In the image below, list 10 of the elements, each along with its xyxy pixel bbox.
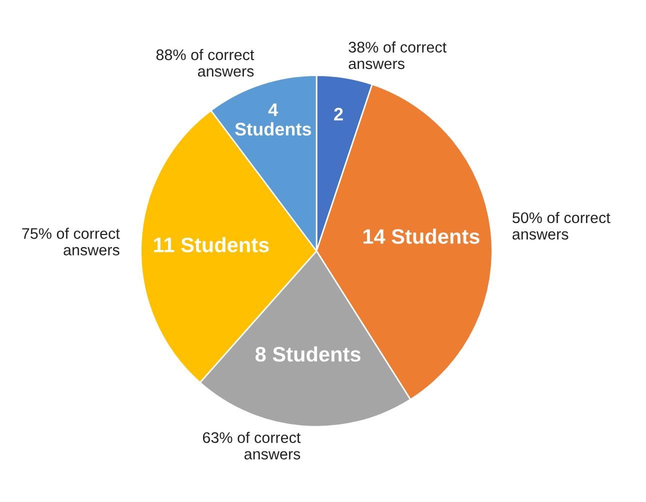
slice-label: 88% of correct answers [156, 49, 254, 77]
data-label: 8 Students [255, 346, 360, 362]
slice-label: 63% of correct answers [202, 432, 301, 460]
slice-label: 75% of correct answers [22, 228, 120, 256]
data-label: 14 Students [363, 228, 480, 244]
data-label: 2 [334, 108, 343, 120]
slice-label: 38% of correct answers [348, 41, 446, 70]
slice-label: 50% of correct answers [512, 212, 610, 240]
data-label: 4 Students [235, 104, 312, 136]
data-label: 11 Students [154, 237, 269, 252]
